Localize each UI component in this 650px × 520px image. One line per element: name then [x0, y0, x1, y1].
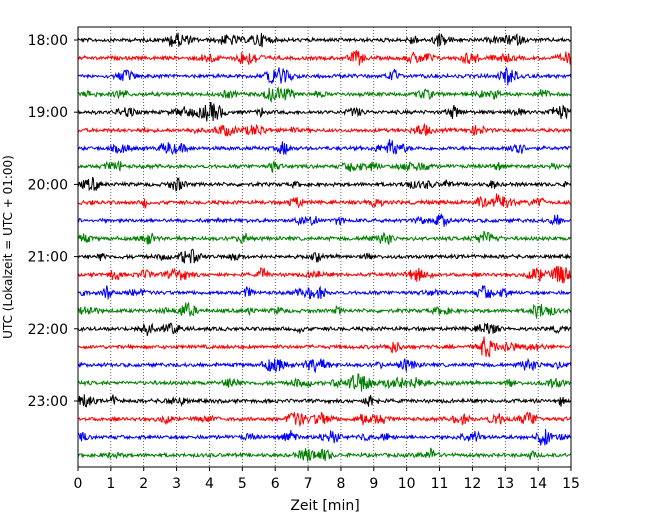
- trace-2215: [77, 336, 571, 358]
- trace-2300: [77, 394, 572, 408]
- trace-2100: [77, 248, 571, 264]
- x-tick-label: 1: [106, 476, 115, 492]
- y-axis-ticks: 18:00 19:00 20:00 21:00 22:00 23:00: [28, 33, 78, 410]
- trace-2145: [77, 301, 572, 319]
- trace-2030: [77, 213, 571, 227]
- trace-2315: [77, 411, 572, 428]
- x-tick-label: 2: [139, 476, 148, 492]
- y-tick-label: 19:00: [28, 105, 68, 121]
- x-tick-label: 8: [336, 476, 345, 492]
- x-tick-label: 11: [431, 476, 449, 492]
- x-axis-label: Zeit [min]: [290, 498, 359, 514]
- trace-1930: [77, 139, 571, 156]
- y-tick-label: 18:00: [28, 33, 68, 49]
- trace-2115: [77, 266, 572, 284]
- trace-2245: [77, 373, 572, 392]
- y-tick-label: 20:00: [28, 177, 68, 193]
- x-tick-label: 9: [369, 476, 378, 492]
- trace-2000: [77, 176, 572, 192]
- trace-2200: [77, 322, 572, 336]
- y-axis-label: UTC (Lokalzeit = UTC + 01:00): [1, 155, 15, 339]
- y-tick-label: 23:00: [28, 394, 68, 410]
- trace-1830: [77, 67, 572, 86]
- x-tick-label: 0: [74, 476, 83, 492]
- trace-1800: [77, 32, 572, 48]
- y-tick-label: 22:00: [28, 322, 68, 338]
- x-tick-label: 4: [205, 476, 214, 492]
- x-tick-label: 12: [463, 476, 481, 492]
- x-tick-label: 3: [172, 476, 181, 492]
- trace-1945: [77, 159, 571, 174]
- seismic-traces: [77, 32, 572, 462]
- trace-2045: [77, 230, 572, 246]
- x-tick-label: 6: [271, 476, 280, 492]
- trace-2015: [77, 193, 571, 210]
- trace-1815: [77, 50, 572, 66]
- trace-1900: [77, 101, 572, 122]
- y-tick-label: 21:00: [28, 250, 68, 266]
- trace-1915: [77, 123, 572, 137]
- trace-2230: [77, 357, 572, 374]
- trace-2130: [77, 285, 572, 300]
- x-axis-ticks: 0 1 2 3 4 5 6 7 8 9 10 11 12 13 14 15: [74, 467, 580, 492]
- trace-2345: [77, 447, 572, 462]
- x-tick-label: 13: [496, 476, 514, 492]
- x-tick-label: 10: [398, 476, 416, 492]
- plot-frame: [77, 26, 572, 468]
- trace-1845: [77, 86, 572, 104]
- x-tick-label: 15: [562, 476, 580, 492]
- x-tick-label: 7: [304, 476, 313, 492]
- x-tick-label: 14: [529, 476, 547, 492]
- trace-2330: [77, 429, 572, 446]
- x-tick-label: 5: [238, 476, 247, 492]
- vertical-gridlines: [110, 27, 539, 467]
